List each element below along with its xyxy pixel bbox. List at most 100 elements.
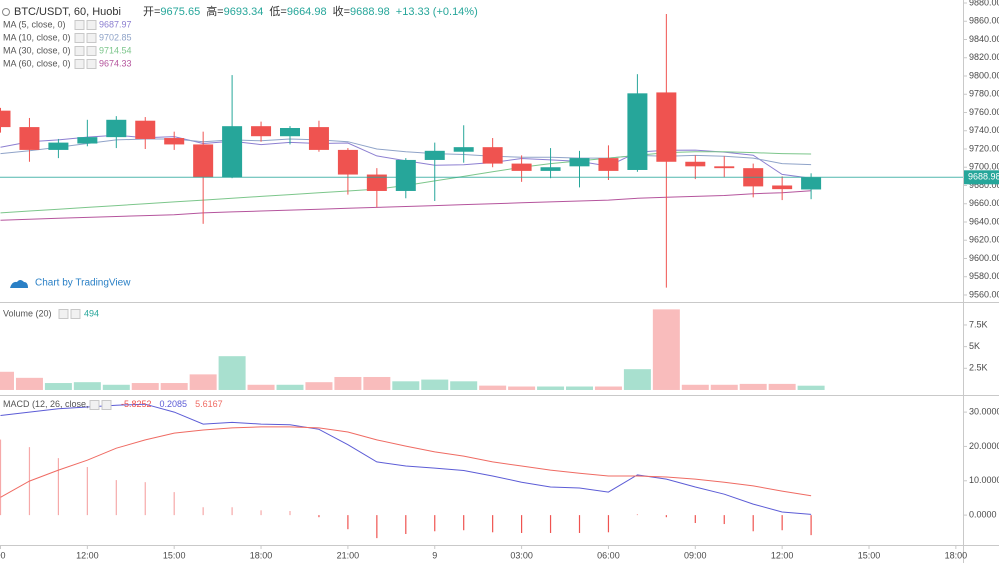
volume-bar (44, 383, 72, 390)
volume-bar (218, 356, 246, 390)
legend-button[interactable] (74, 46, 85, 56)
y-tick-label: 10.0000 (969, 475, 999, 485)
candle-body (19, 127, 40, 150)
volume-bar (15, 377, 43, 390)
legend-button[interactable] (74, 20, 85, 30)
candle-body (540, 167, 561, 171)
x-tick-label: 15:00 (858, 550, 881, 560)
volume-bar (421, 379, 449, 390)
y-tick-label: 2.5K (969, 363, 988, 373)
candle-body (106, 119, 127, 138)
y-tick-label: 0.0000 (969, 510, 997, 520)
candle-body (222, 126, 243, 178)
volume-bar (305, 382, 333, 390)
volume-bar (189, 374, 217, 390)
y-tick-label: 9660.00 (969, 198, 999, 208)
candle-body (308, 127, 329, 150)
candle-body (598, 158, 619, 171)
candle-body (569, 158, 590, 167)
ohlc-value: 9688.98 (350, 6, 390, 18)
legend-button[interactable] (58, 309, 69, 319)
legend-button[interactable] (86, 33, 97, 43)
volume-bar (276, 384, 304, 390)
candle-body (366, 174, 387, 191)
candle-body (0, 110, 11, 128)
y-tick-label: 9800.00 (969, 70, 999, 80)
candle-body (193, 144, 214, 178)
ohlc-label: 开= (143, 6, 160, 18)
legend-value: 9674.33 (99, 58, 132, 68)
x-tick-label: 03:00 (510, 550, 533, 560)
y-tick-label: 9840.00 (969, 34, 999, 44)
legend-button[interactable] (86, 20, 97, 30)
macd-line (0, 426, 812, 498)
x-tick-label: 18:00 (945, 550, 968, 560)
candle-body (280, 128, 300, 137)
candle-body (77, 137, 98, 144)
last-price-label: 9688.98 (968, 172, 999, 182)
macd-title: MACD (12, 26, close, 9) (3, 399, 99, 409)
candle-body (453, 147, 474, 152)
candle-body (511, 163, 532, 171)
macd-value: -5.8252 (121, 399, 152, 409)
volume-bar (450, 381, 478, 390)
legend-button[interactable] (70, 309, 81, 319)
candle-body (164, 138, 185, 145)
y-tick-label: 9780.00 (969, 89, 999, 99)
y-tick-label: 30.0000 (969, 406, 999, 416)
legend-name: MA (5, close, 0) (3, 19, 66, 29)
volume-bar (73, 382, 101, 390)
ohlc-label: 收= (333, 4, 350, 18)
y-tick-label: 9580.00 (969, 271, 999, 281)
volume-bar (363, 376, 391, 390)
volume-bar (131, 383, 159, 390)
volume-bar (768, 383, 796, 390)
macd-legend: MACD (12, 26, close, 9) (3, 399, 99, 409)
symbol-title: BTC/USDT, 60, Huobi (14, 6, 121, 18)
legend-button[interactable] (89, 400, 100, 410)
volume-bar (0, 371, 14, 390)
candle-body (714, 166, 735, 169)
candle-body (801, 177, 822, 190)
y-tick-label: 9600.00 (969, 253, 999, 263)
moving-average-line (0, 190, 812, 221)
volume-bar (566, 386, 593, 390)
legend-button[interactable] (86, 59, 97, 69)
header: BTC/USDT, 60, Huobi 开=9675.65 高=9693.34 低=9… (14, 4, 478, 18)
legend-button[interactable] (101, 400, 112, 410)
candle-body (656, 92, 677, 162)
candle-body (482, 147, 503, 164)
y-tick-label: 9820.00 (969, 52, 999, 62)
y-tick-label: 9640.00 (969, 216, 999, 226)
volume-bar (623, 369, 651, 390)
candle-body (685, 161, 706, 167)
volume-bar (710, 384, 738, 390)
candle-body (627, 93, 648, 170)
last-price-badge (964, 170, 999, 185)
volume-bar (392, 381, 420, 390)
tradingview-logo (10, 280, 28, 288)
y-tick-label: 9720.00 (969, 143, 999, 153)
candle-body (251, 126, 272, 137)
legend-button[interactable] (74, 33, 85, 43)
candle-body (772, 185, 793, 190)
ohlc-value: 9664.98 (287, 6, 327, 18)
y-tick-label: 9560.00 (969, 289, 999, 299)
volume-bar (537, 386, 565, 390)
x-tick-label: 9 (432, 550, 437, 560)
change-label: +13.33 (+0.14%) (396, 6, 478, 18)
volume-bar (681, 384, 709, 390)
legend-button[interactable] (74, 59, 85, 69)
legend-button[interactable] (86, 46, 97, 56)
y-tick-label: 9760.00 (969, 107, 999, 117)
y-tick-label: 9860.00 (969, 16, 999, 26)
y-tick-label: 7.5K (969, 319, 988, 329)
y-tick-label: 9680.00 (969, 180, 999, 190)
x-tick-label: 12:00 (771, 550, 794, 560)
volume-title: Volume (20) (3, 308, 52, 318)
x-tick-label: 15:00 (163, 550, 186, 560)
macd-legend-values: -5.8252 0.2085 5.6167 (121, 399, 223, 409)
volume-bar (479, 385, 507, 390)
ohlc-value: 9675.65 (160, 6, 200, 18)
